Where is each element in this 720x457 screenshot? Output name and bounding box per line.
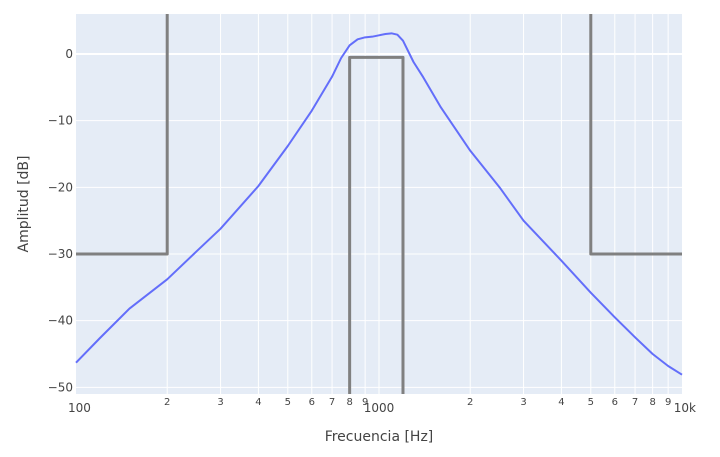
- x-minor-tick-label: 9: [665, 397, 671, 408]
- x-minor-tick-label: 2: [164, 397, 170, 408]
- y-tick-label: −20: [48, 180, 73, 194]
- x-tick-label: 100: [68, 401, 91, 415]
- template-low-stopband-line: [76, 14, 169, 256]
- x-minor-tick-label: 3: [520, 397, 526, 408]
- x-minor-tick-label: 5: [588, 397, 594, 408]
- x-minor-tick-label: 8: [649, 397, 655, 408]
- y-axis-title: Amplitud [dB]: [16, 156, 32, 253]
- y-tick-label: −10: [48, 114, 73, 128]
- x-minor-tick-label: 5: [285, 397, 291, 408]
- response-series: [75, 32, 683, 376]
- x-minor-tick-label: 7: [329, 397, 335, 408]
- x-minor-tick-label: 4: [558, 397, 564, 408]
- template-high-stopband-line: [589, 14, 682, 256]
- x-minor-tick-label: 6: [612, 397, 618, 408]
- x-minor-tick-label: 2: [467, 397, 473, 408]
- x-minor-tick-label: 7: [632, 397, 638, 408]
- x-minor-tick-label: 6: [309, 397, 315, 408]
- y-tick-label: −30: [48, 247, 73, 261]
- x-tick-label: 1000: [364, 401, 395, 415]
- x-tick-label: 10k: [674, 401, 696, 415]
- x-axis-title: Frecuencia [Hz]: [325, 429, 434, 445]
- y-tick-label: −50: [48, 380, 73, 394]
- filter-template: [76, 14, 682, 394]
- response-line: [75, 32, 683, 376]
- template-passband-line: [348, 55, 405, 394]
- y-tick-label: 0: [65, 47, 73, 61]
- y-tick-label: −40: [48, 314, 73, 328]
- x-minor-tick-label: 3: [217, 397, 223, 408]
- x-minor-tick-label: 4: [255, 397, 261, 408]
- x-minor-tick-label: 9: [362, 397, 368, 408]
- grid: [76, 14, 682, 394]
- x-minor-tick-label: 8: [346, 397, 352, 408]
